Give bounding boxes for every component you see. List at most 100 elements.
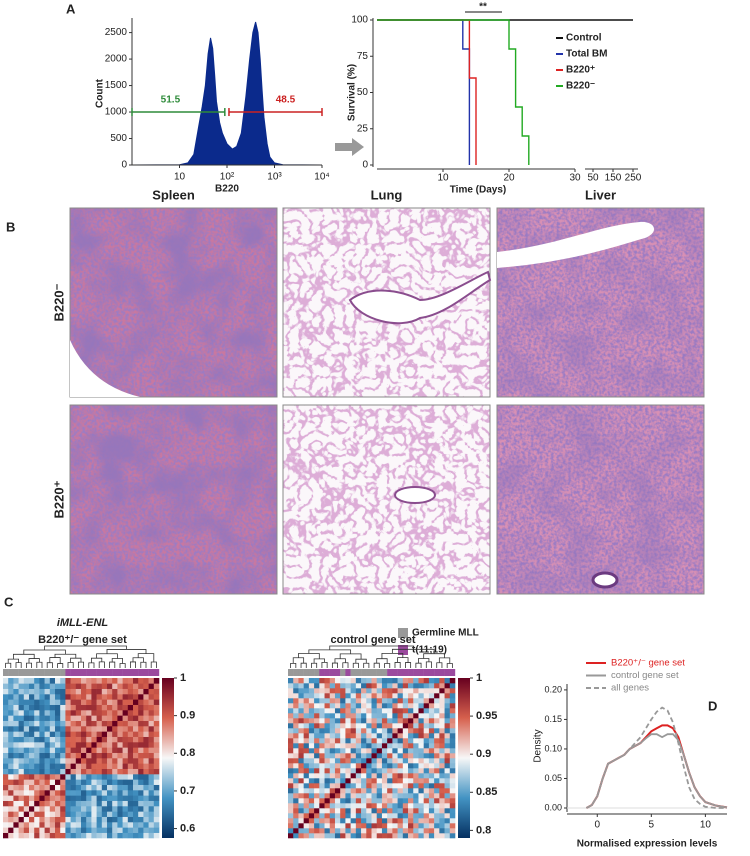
heatmap-cell <box>392 833 398 839</box>
heatmap-cell <box>381 678 388 684</box>
heatmap-cell <box>439 678 445 684</box>
heatmap-cell <box>117 822 123 828</box>
heatmap-cell <box>143 710 149 716</box>
heatmap-cell <box>81 795 87 801</box>
heatmap-cell <box>101 816 108 823</box>
heatmap-cell <box>288 678 294 684</box>
heatmap-cell <box>49 827 56 833</box>
heatmap-cell <box>423 773 430 779</box>
heatmap-cell <box>371 753 378 759</box>
heatmap-cell <box>392 788 398 794</box>
heatmap-cell <box>34 704 40 711</box>
dendrogram <box>425 661 432 668</box>
gate-label: 51.5 <box>161 95 181 106</box>
heatmap-cell <box>387 818 393 824</box>
x-tick-label: 0 <box>594 820 600 831</box>
colorbar-tick-label: 1 <box>476 672 482 684</box>
heatmap-cell <box>91 832 97 839</box>
column-title: Liver <box>585 187 616 202</box>
heatmap-cell <box>293 833 299 839</box>
heatmap-cell <box>122 678 129 684</box>
heatmap-cell <box>75 747 82 753</box>
heatmap-cell <box>340 788 346 794</box>
heatmap-cell <box>314 728 320 734</box>
heatmap-cell <box>355 708 362 714</box>
heatmap-cell <box>101 710 108 716</box>
heatmap-cell <box>345 733 351 739</box>
heatmap-cell <box>112 699 118 705</box>
heatmap-cell <box>324 783 331 789</box>
heatmap-cell <box>91 758 97 764</box>
heatmap-cell <box>334 768 341 774</box>
heatmap-cell <box>138 683 144 689</box>
heatmap-cell <box>408 723 414 729</box>
heatmap-cell <box>107 683 113 689</box>
heatmap-cell <box>293 813 299 819</box>
heatmap-cell <box>138 827 144 833</box>
heatmap-cell <box>70 726 77 732</box>
heatmap-cell <box>288 758 294 764</box>
heatmap-cell <box>127 736 134 743</box>
heatmap-cell <box>60 822 66 828</box>
heatmap-cell <box>408 768 414 774</box>
heatmap-cell <box>39 688 45 695</box>
heatmap-cell <box>423 783 430 789</box>
heatmap-cell <box>392 748 398 754</box>
heatmap-cell <box>18 736 25 743</box>
group-strip <box>8 669 14 676</box>
heatmap-cell <box>434 778 440 784</box>
heatmap-cell <box>408 688 414 694</box>
heatmap-cell <box>112 784 118 791</box>
heatmap-cell <box>345 723 351 729</box>
heatmap-cell <box>444 738 451 744</box>
heatmap-cell <box>13 688 19 695</box>
heatmap-cell <box>70 736 77 743</box>
heatmap-cell <box>319 823 325 829</box>
heatmap-cell <box>8 806 14 812</box>
heatmap-cell <box>423 753 430 759</box>
heatmap-cell <box>133 763 139 769</box>
dendrogram <box>44 645 127 651</box>
heatmap-cell <box>334 753 341 759</box>
heatmap-cell <box>29 683 35 689</box>
heatmap-cell <box>428 723 435 729</box>
heatmap-cell <box>329 823 336 829</box>
heatmap-cell <box>107 827 113 833</box>
heatmap-cell <box>288 763 294 769</box>
heatmap-cell <box>345 688 351 694</box>
heatmap-cell <box>65 816 71 823</box>
heatmap-cell <box>418 818 424 824</box>
legend-label: Total BM <box>566 49 607 60</box>
heatmap-cell <box>49 688 56 695</box>
heatmap-cell <box>49 731 56 737</box>
heatmap-cell <box>13 704 19 711</box>
heatmap-cell <box>355 773 362 779</box>
heatmap-cell <box>18 811 25 817</box>
heatmap-cell <box>3 736 9 743</box>
colorbar-tick-label: 0.8 <box>180 747 195 759</box>
heatmap-cell <box>293 778 299 784</box>
heatmap-cell <box>65 806 71 812</box>
heatmap-cell <box>70 806 77 812</box>
heatmap-cell <box>65 678 71 684</box>
heatmap-cell <box>319 773 325 779</box>
heatmap-cell <box>18 827 25 833</box>
heatmap-cell <box>366 813 372 819</box>
heatmap-cell <box>408 708 414 714</box>
heatmap-cell <box>101 763 108 769</box>
heatmap-cell <box>107 704 113 711</box>
heatmap-cell <box>34 832 40 839</box>
heatmap-cell <box>148 704 155 711</box>
heatmap-cell <box>55 683 61 689</box>
heatmap-cell <box>153 827 160 833</box>
heatmap-cell <box>153 688 160 695</box>
legend-label: B220⁻ <box>566 81 595 92</box>
heatmap-cell <box>133 742 139 748</box>
dendrogram <box>13 653 35 660</box>
heatmap-cell <box>29 715 35 721</box>
heatmap-cell <box>413 728 419 734</box>
heatmap-cell <box>44 683 51 689</box>
heatmap-cell <box>143 699 149 705</box>
heatmap-cell <box>127 720 134 727</box>
heatmap-cell <box>402 708 409 714</box>
